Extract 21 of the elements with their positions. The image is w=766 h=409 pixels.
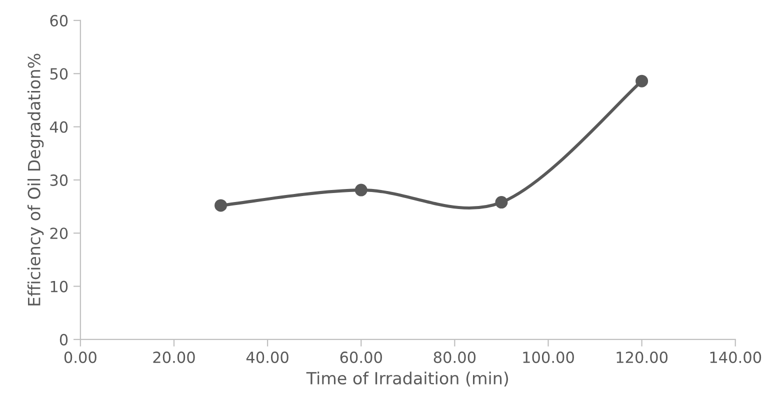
x-tick-label: 80.00 xyxy=(434,352,476,364)
y-tick-label: 60 xyxy=(50,14,68,26)
point xyxy=(495,196,508,209)
x-tick-label: 140.00 xyxy=(710,352,762,364)
x-tick-label: 60.00 xyxy=(340,352,382,364)
point xyxy=(214,199,228,212)
y-tick-label: 30 xyxy=(50,174,68,186)
x-tick-label: 0.00 xyxy=(64,352,96,364)
x-tick-label: 40.00 xyxy=(246,352,288,364)
y-tick-label: 10 xyxy=(50,280,68,292)
x-tick-label: 100.00 xyxy=(523,352,574,364)
y-tick-label: 40 xyxy=(50,121,68,133)
y-tick-label: 0 xyxy=(60,334,68,346)
point xyxy=(636,74,648,88)
y-axis-title: Efficiency of Oil Degradation% xyxy=(28,54,44,306)
y-tick-label: 50 xyxy=(50,68,68,80)
x-tick-label: 20.00 xyxy=(153,352,195,364)
point xyxy=(354,184,368,196)
x-axis-title: Time of Irradaition (min) xyxy=(306,372,508,386)
y-tick-label: 20 xyxy=(50,228,68,240)
x-tick-label: 120.00 xyxy=(616,352,668,364)
